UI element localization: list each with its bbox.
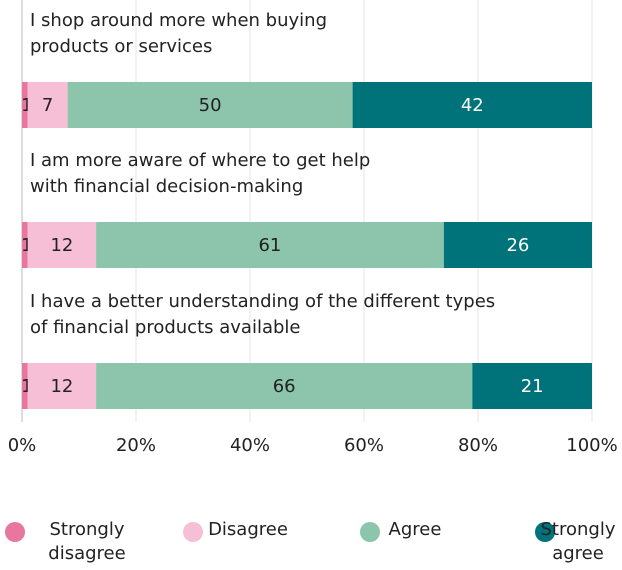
bar-segment (96, 363, 473, 409)
value-label: 1 (21, 95, 32, 116)
category-label: I am more aware of where to get help wit… (30, 150, 371, 197)
value-label: 12 (50, 376, 73, 397)
bar-segment (352, 82, 592, 128)
category-label: I shop around more when buying products … (30, 10, 327, 57)
legend-marker (5, 522, 25, 542)
x-tick-label: 80% (458, 435, 498, 456)
value-label: 42 (461, 95, 484, 116)
x-tick-label: 100% (566, 435, 617, 456)
value-label: 21 (521, 376, 544, 397)
x-tick-label: 60% (344, 435, 384, 456)
bar-segment (96, 222, 444, 268)
value-label: 50 (199, 95, 222, 116)
value-label: 61 (258, 235, 281, 256)
legend-marker (183, 522, 203, 542)
x-tick-label: 0% (8, 435, 37, 456)
bar-segment (67, 82, 353, 128)
value-label: 1 (21, 376, 32, 397)
x-tick-label: 20% (116, 435, 156, 456)
legend-label: Strongly agree (540, 519, 616, 564)
bar-segment (27, 222, 97, 268)
bar-segment (22, 222, 28, 268)
value-label: 12 (50, 235, 73, 256)
category-label: I have a better understanding of the dif… (30, 291, 496, 338)
legend-label: Disagree (208, 519, 288, 540)
value-label: 26 (506, 235, 529, 256)
bar-segment (27, 82, 68, 128)
legend-label: Agree (388, 519, 442, 540)
legend-label: Strongly disagree (48, 519, 126, 564)
value-label: 1 (21, 235, 32, 256)
legend-marker (535, 522, 555, 542)
bar-segment (472, 363, 592, 409)
x-tick-label: 40% (230, 435, 270, 456)
bar-segment (22, 82, 28, 128)
value-label: 66 (273, 376, 296, 397)
bar-segment (443, 222, 592, 268)
bar-segment (27, 363, 97, 409)
bar-segment (22, 363, 28, 409)
legend-marker (360, 522, 380, 542)
value-label: 7 (42, 95, 53, 116)
